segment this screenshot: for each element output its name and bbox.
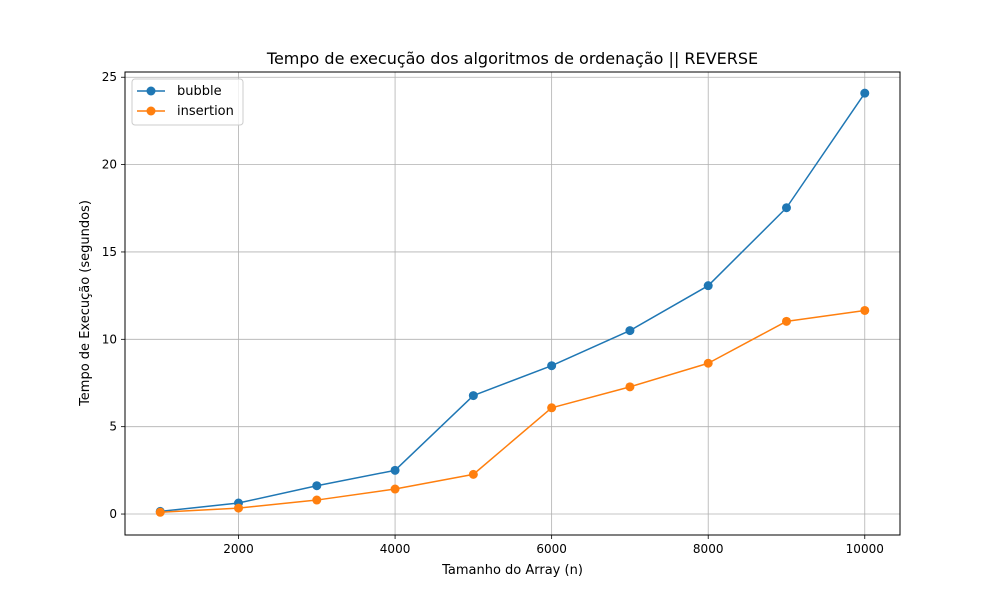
data-point-insertion xyxy=(234,503,244,513)
y-axis: 0 5 10 15 20 25 xyxy=(102,70,125,521)
series-bubble xyxy=(155,88,870,516)
x-tick-label: 4000 xyxy=(380,542,411,556)
x-tick-label: 2000 xyxy=(223,542,254,556)
y-tick-label: 25 xyxy=(102,70,117,84)
data-point-bubble xyxy=(625,326,635,336)
chart-title: Tempo de execução dos algoritmos de orde… xyxy=(266,49,758,68)
data-point-insertion xyxy=(155,507,165,517)
series-layer xyxy=(155,88,870,517)
x-tick-label: 10000 xyxy=(846,542,884,556)
data-point-bubble xyxy=(781,203,791,213)
legend-marker xyxy=(146,86,156,96)
legend-entry-insertion: insertion xyxy=(137,104,234,119)
data-point-insertion xyxy=(860,305,870,315)
grid xyxy=(125,72,900,535)
data-point-bubble xyxy=(860,88,870,98)
data-point-insertion xyxy=(390,484,400,494)
series-line-insertion xyxy=(160,309,865,514)
y-tick-label: 0 xyxy=(109,507,117,521)
data-point-bubble xyxy=(312,481,322,491)
legend-marker xyxy=(146,106,156,116)
series-line-bubble xyxy=(160,92,866,513)
y-tick-label: 10 xyxy=(102,332,117,346)
series-insertion xyxy=(155,305,870,517)
y-axis-label: Tempo de Execução (segundos) xyxy=(78,200,93,407)
data-point-insertion xyxy=(781,316,791,326)
x-axis: 2000 4000 6000 8000 10000 xyxy=(223,535,884,556)
data-point-bubble xyxy=(468,391,478,401)
data-point-insertion xyxy=(547,403,557,413)
legend-entry-bubble: bubble xyxy=(137,84,222,99)
y-tick-label: 15 xyxy=(102,245,117,259)
legend-label: bubble xyxy=(177,84,222,99)
x-axis-label: Tamanho do Array (n) xyxy=(441,563,583,578)
legend-label: insertion xyxy=(177,104,234,119)
data-point-insertion xyxy=(312,495,322,505)
y-tick-label: 5 xyxy=(109,420,117,434)
data-point-bubble xyxy=(547,361,557,371)
data-point-insertion xyxy=(468,469,478,479)
data-point-insertion xyxy=(625,382,635,392)
plot-frame xyxy=(124,71,901,536)
data-point-bubble xyxy=(703,281,713,291)
y-tick-label: 20 xyxy=(102,158,117,172)
x-tick-label: 8000 xyxy=(693,542,724,556)
data-point-bubble xyxy=(390,465,400,475)
x-tick-label: 6000 xyxy=(536,542,567,556)
data-point-insertion xyxy=(703,358,713,368)
legend: bubble insertion xyxy=(131,78,244,126)
